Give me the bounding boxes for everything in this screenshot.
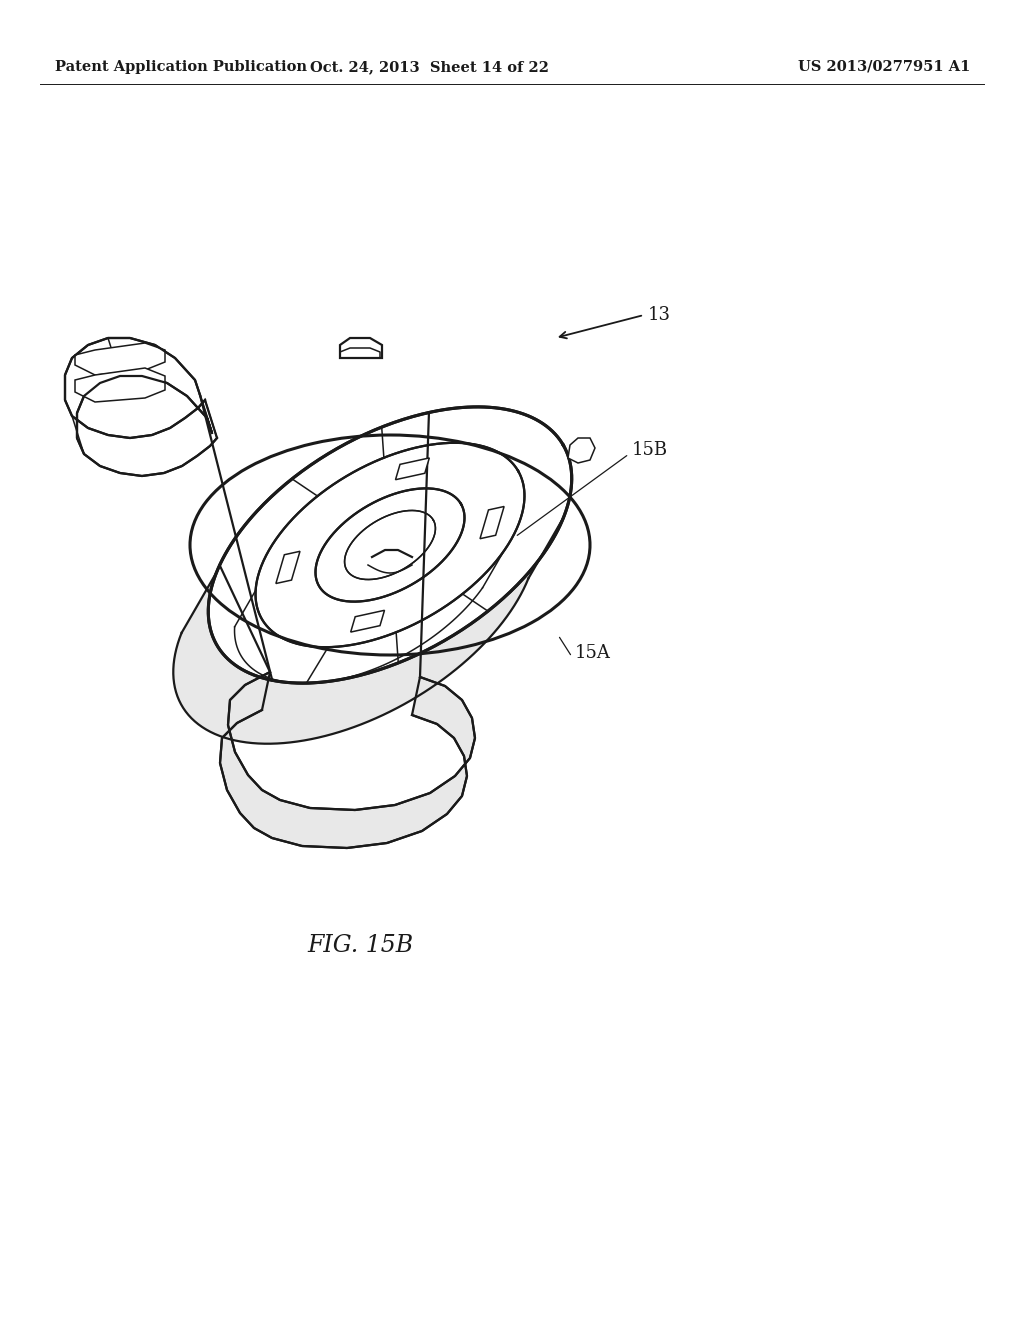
Polygon shape (480, 507, 504, 539)
Ellipse shape (208, 407, 571, 684)
Text: Patent Application Publication: Patent Application Publication (55, 59, 307, 74)
Polygon shape (275, 552, 300, 583)
Polygon shape (340, 338, 382, 358)
Text: 13: 13 (648, 306, 671, 323)
Polygon shape (208, 407, 571, 684)
Text: 15A: 15A (575, 644, 611, 663)
Polygon shape (350, 610, 384, 632)
Polygon shape (395, 458, 429, 479)
Text: 15B: 15B (632, 441, 668, 459)
Text: US 2013/0277951 A1: US 2013/0277951 A1 (798, 59, 970, 74)
Text: FIG. 15B: FIG. 15B (307, 933, 413, 957)
Text: Oct. 24, 2013  Sheet 14 of 22: Oct. 24, 2013 Sheet 14 of 22 (310, 59, 550, 74)
Polygon shape (75, 343, 165, 375)
Polygon shape (65, 338, 217, 477)
Polygon shape (220, 672, 475, 847)
Polygon shape (568, 438, 595, 463)
Polygon shape (75, 368, 165, 403)
Polygon shape (173, 517, 563, 743)
